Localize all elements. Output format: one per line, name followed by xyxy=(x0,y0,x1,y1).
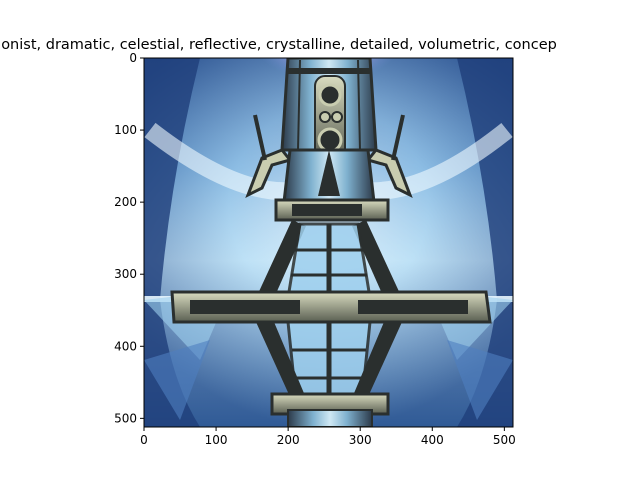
x-tick-label: 400 xyxy=(421,433,444,447)
artwork-image xyxy=(144,58,513,427)
y-tick-label: 100 xyxy=(114,123,137,137)
x-axis: 0 100 200 300 400 500 xyxy=(140,427,516,447)
x-tick-label: 100 xyxy=(205,433,228,447)
y-tick-label: 400 xyxy=(114,339,137,353)
y-axis: 0 100 200 300 400 500 xyxy=(114,51,144,425)
y-tick-label: 200 xyxy=(114,195,137,209)
axes-frame xyxy=(143,57,514,428)
figure-title: honist, dramatic, celestial, reflective,… xyxy=(0,37,557,53)
y-tick-label: 500 xyxy=(114,411,137,425)
x-tick-label: 200 xyxy=(277,433,300,447)
x-tick-label: 500 xyxy=(493,433,516,447)
x-tick-label: 300 xyxy=(349,433,372,447)
y-tick-label: 0 xyxy=(129,51,137,65)
y-tick-label: 300 xyxy=(114,267,137,281)
x-tick-label: 0 xyxy=(140,433,148,447)
